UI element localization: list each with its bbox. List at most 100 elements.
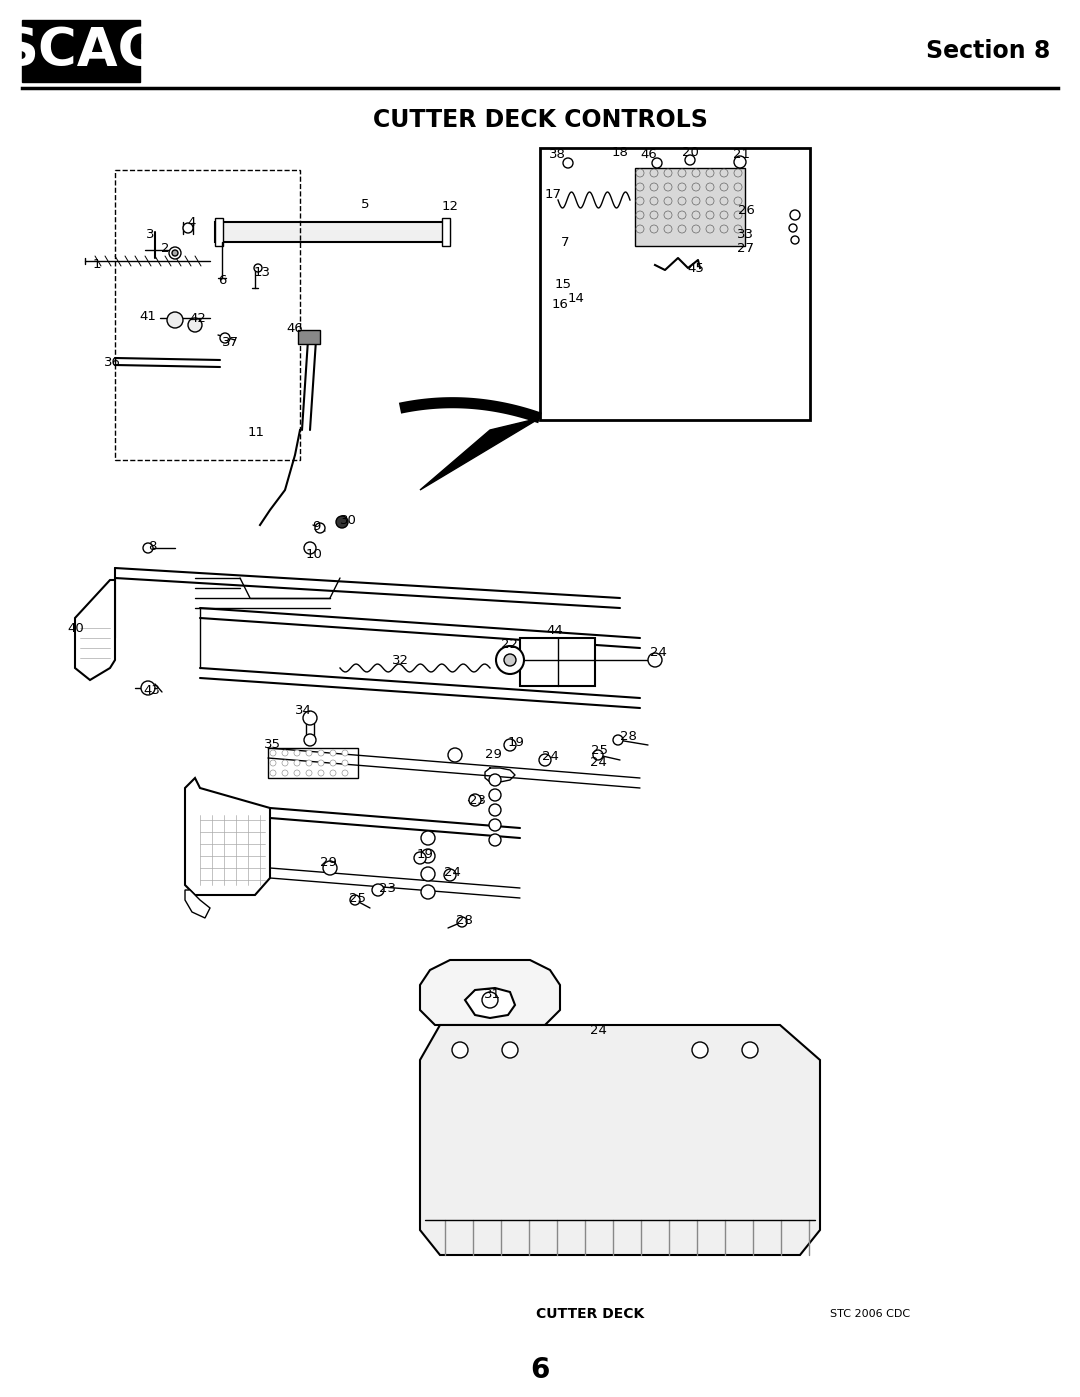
Text: 35: 35 — [264, 739, 281, 752]
Bar — [635, 168, 745, 246]
Circle shape — [254, 264, 262, 272]
Circle shape — [692, 225, 700, 233]
Circle shape — [303, 733, 316, 746]
Circle shape — [270, 760, 276, 766]
Circle shape — [664, 225, 672, 233]
Text: 36: 36 — [104, 355, 121, 369]
Circle shape — [457, 916, 467, 928]
Circle shape — [270, 770, 276, 775]
Circle shape — [706, 197, 714, 205]
Circle shape — [421, 831, 435, 845]
Circle shape — [270, 750, 276, 756]
Circle shape — [650, 183, 658, 191]
Circle shape — [489, 805, 501, 816]
Circle shape — [692, 169, 700, 177]
Text: 24: 24 — [444, 866, 460, 879]
Text: 18: 18 — [611, 145, 629, 158]
Text: 25: 25 — [350, 891, 366, 904]
Circle shape — [720, 169, 728, 177]
Circle shape — [318, 770, 324, 775]
Text: 24: 24 — [649, 645, 666, 658]
Text: 31: 31 — [484, 988, 500, 1000]
Text: 5: 5 — [361, 197, 369, 211]
Circle shape — [315, 522, 325, 534]
Text: 43: 43 — [144, 683, 161, 697]
Circle shape — [330, 750, 336, 756]
Circle shape — [318, 750, 324, 756]
Circle shape — [220, 332, 230, 344]
Circle shape — [141, 680, 156, 694]
Circle shape — [167, 312, 183, 328]
Circle shape — [720, 183, 728, 191]
Bar — [215, 218, 222, 246]
Text: 20: 20 — [681, 145, 699, 158]
Text: 24: 24 — [590, 1024, 607, 1037]
Text: 21: 21 — [733, 148, 751, 162]
Polygon shape — [185, 890, 210, 918]
Circle shape — [706, 225, 714, 233]
Circle shape — [692, 197, 700, 205]
Circle shape — [504, 654, 516, 666]
Circle shape — [789, 224, 797, 232]
Bar — [519, 638, 595, 686]
Text: 16: 16 — [552, 299, 568, 312]
Circle shape — [294, 770, 300, 775]
Text: 7: 7 — [561, 236, 569, 249]
Text: 8: 8 — [148, 539, 157, 552]
Text: 22: 22 — [501, 638, 518, 651]
Circle shape — [563, 158, 573, 168]
Text: 34: 34 — [295, 704, 311, 717]
Circle shape — [453, 1042, 468, 1058]
Circle shape — [444, 869, 456, 882]
Circle shape — [650, 197, 658, 205]
Polygon shape — [185, 778, 270, 895]
Circle shape — [678, 211, 686, 219]
Circle shape — [636, 197, 644, 205]
Circle shape — [613, 735, 623, 745]
Circle shape — [720, 197, 728, 205]
Text: CUTTER DECK: CUTTER DECK — [536, 1308, 644, 1322]
Circle shape — [636, 169, 644, 177]
Circle shape — [678, 169, 686, 177]
Circle shape — [650, 225, 658, 233]
Text: 40: 40 — [68, 622, 84, 634]
Text: 41: 41 — [139, 310, 157, 323]
Circle shape — [706, 211, 714, 219]
Circle shape — [636, 225, 644, 233]
Circle shape — [734, 211, 742, 219]
Text: CUTTER DECK CONTROLS: CUTTER DECK CONTROLS — [373, 108, 707, 131]
Text: 42: 42 — [190, 312, 206, 324]
Circle shape — [294, 750, 300, 756]
Text: 38: 38 — [549, 148, 566, 162]
Circle shape — [685, 155, 696, 165]
Text: 33: 33 — [737, 229, 754, 242]
Text: 6: 6 — [530, 1356, 550, 1384]
Text: 12: 12 — [442, 200, 459, 212]
Circle shape — [342, 770, 348, 775]
Circle shape — [306, 750, 312, 756]
Circle shape — [678, 225, 686, 233]
Text: 2: 2 — [161, 242, 170, 254]
Circle shape — [336, 515, 348, 528]
Circle shape — [734, 197, 742, 205]
Circle shape — [469, 793, 481, 806]
Circle shape — [664, 183, 672, 191]
Circle shape — [652, 158, 662, 168]
Circle shape — [650, 211, 658, 219]
Circle shape — [692, 183, 700, 191]
Text: 26: 26 — [738, 204, 755, 217]
Text: 13: 13 — [254, 265, 270, 278]
Bar — [298, 330, 320, 344]
Circle shape — [650, 169, 658, 177]
Text: 19: 19 — [508, 735, 525, 749]
Circle shape — [692, 1042, 708, 1058]
Text: 10: 10 — [306, 549, 323, 562]
Circle shape — [734, 169, 742, 177]
Text: 37: 37 — [221, 335, 239, 348]
Bar — [442, 218, 450, 246]
Bar — [215, 222, 450, 242]
Text: 1: 1 — [93, 258, 102, 271]
Text: 25: 25 — [592, 743, 608, 757]
FancyBboxPatch shape — [22, 20, 140, 82]
Polygon shape — [75, 580, 114, 680]
